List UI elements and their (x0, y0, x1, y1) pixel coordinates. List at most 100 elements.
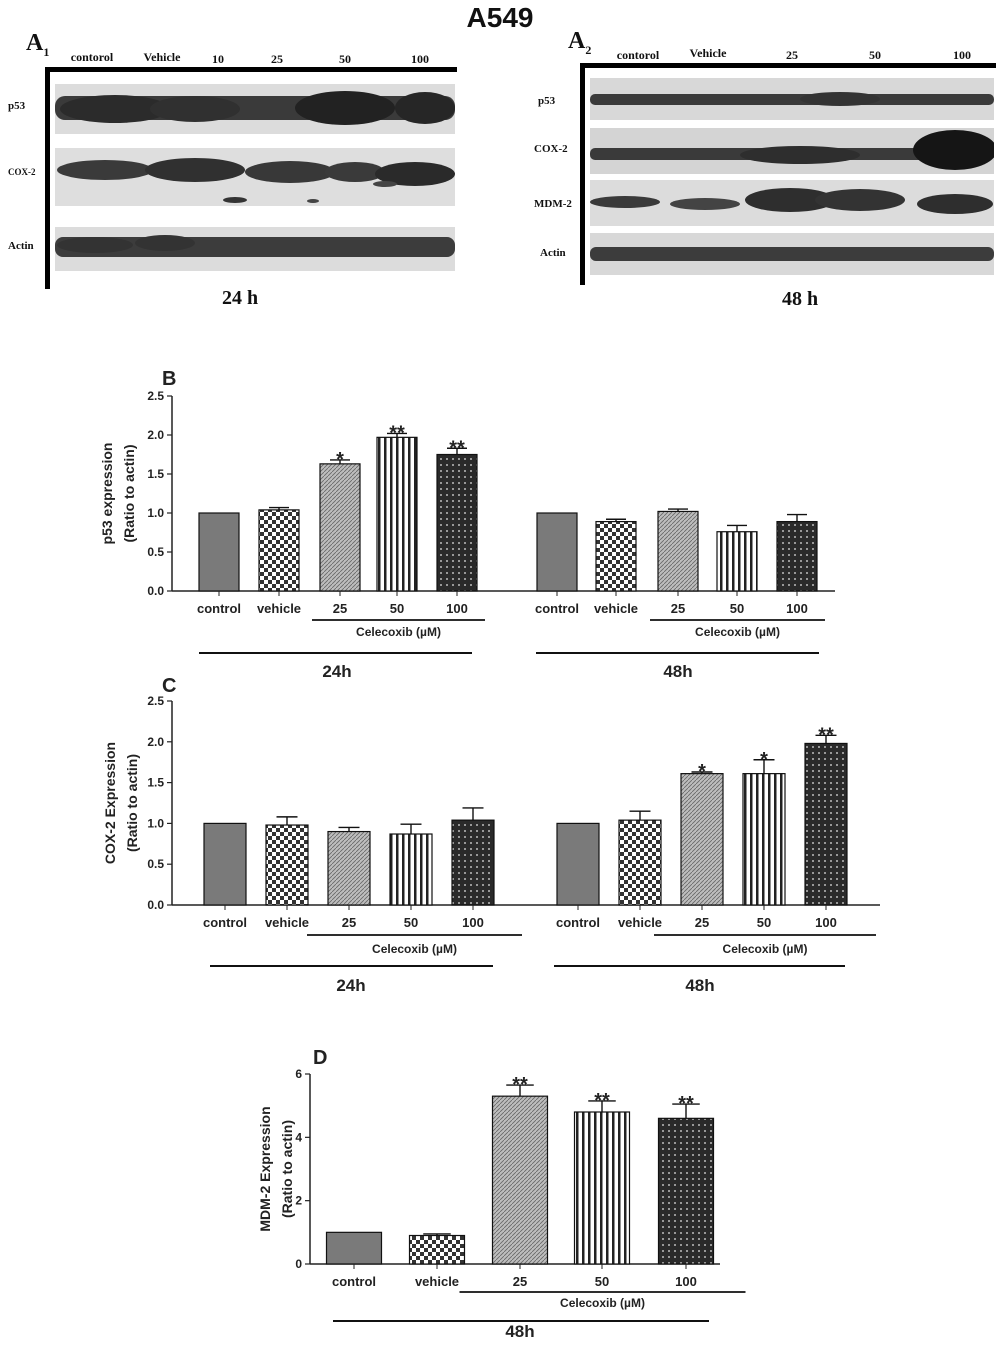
chart-y-tick-label: 0.5 (147, 857, 164, 871)
chart-significance-mark: * (336, 449, 344, 471)
chart-ylabel: COX-2 Expression (102, 742, 118, 864)
a2-lane-label: 100 (953, 48, 971, 62)
chart-category-label: 50 (757, 915, 771, 930)
chart-y-tick-label: 6 (295, 1067, 302, 1081)
chart-category-label: 25 (513, 1274, 527, 1289)
chart-category-label: control (203, 915, 247, 930)
chart-category-label: 25 (671, 601, 685, 616)
a2-row-label: MDM-2 (534, 198, 572, 210)
chart-significance-mark: ** (594, 1090, 610, 1112)
chart-bar (265, 824, 309, 906)
chart-significance-mark: ** (818, 724, 834, 746)
chart-category-label: 25 (695, 915, 709, 930)
chart-category-label: vehicle (257, 601, 301, 616)
a2-lane-label: 50 (869, 48, 881, 62)
chart-bar (408, 1234, 466, 1265)
chart-significance-mark: * (698, 761, 706, 783)
chart-group-label: 48h (663, 662, 692, 681)
chart-y-tick-label: 1.5 (147, 776, 164, 790)
chart-treatment-label: Celecoxib (µM) (695, 625, 780, 639)
chart-bar (319, 463, 361, 592)
a1-row-label: Actin (8, 240, 34, 252)
chart-category-label: 100 (815, 915, 837, 930)
panel-a2-subscript: 2 (585, 42, 592, 57)
chart-category-label: 50 (404, 915, 418, 930)
chart-bar (657, 510, 699, 592)
a1-lane-label: 50 (339, 52, 351, 66)
panel-a1-subscript: 1 (43, 44, 50, 59)
chart-y-tick-label: 4 (295, 1130, 302, 1144)
chart-bar (556, 822, 600, 906)
blot-a2-mdm2 (590, 180, 994, 226)
chart-panel-letter: D (313, 1047, 327, 1069)
chart-y-tick-label: 2.5 (147, 389, 164, 403)
chart-category-label: vehicle (594, 601, 638, 616)
chart-group-label: 48h (505, 1322, 534, 1341)
chart-y-tick-label: 0 (295, 1257, 302, 1271)
chart-bar (389, 833, 433, 906)
chart-bar (258, 509, 300, 592)
chart-group-label: 48h (685, 976, 714, 995)
chart-category-label: vehicle (618, 915, 662, 930)
chart-treatment-label: Celecoxib (µM) (560, 1296, 645, 1310)
chart-bar (451, 819, 495, 906)
chart-ylabel: p53 expression (99, 443, 115, 545)
chart-bar (716, 531, 758, 592)
chart-y-tick-label: 1.0 (147, 816, 164, 830)
chart-y-tick-label: 2 (295, 1194, 302, 1208)
a1-lane-label: 100 (411, 52, 429, 66)
chart-treatment-label: Celecoxib (µM) (356, 625, 441, 639)
a2-lane-label: 25 (786, 48, 798, 62)
chart-group-label: 24h (322, 662, 351, 681)
chart-bar (436, 453, 478, 592)
chart-bar (573, 1111, 631, 1265)
chart-ylabel: (Ratio to actin) (124, 754, 140, 852)
chart-y-tick-label: 2.5 (147, 694, 164, 708)
panel-a2-label: A2 (568, 28, 591, 58)
chart-bar (618, 819, 662, 906)
chart-significance-mark: ** (678, 1093, 694, 1115)
chart-category-label: vehicle (265, 915, 309, 930)
chart-category-label: 25 (342, 915, 356, 930)
chart-y-tick-label: 1.5 (147, 467, 164, 481)
chart-category-label: control (197, 601, 241, 616)
chart-y-tick-label: 0.5 (147, 545, 164, 559)
chart-y-tick-label: 2.0 (147, 735, 164, 749)
a2-row-label: p53 (538, 95, 556, 107)
blot-a2-actin (590, 233, 994, 275)
panel-a2-top-bar (580, 63, 996, 68)
chart-bar (327, 830, 371, 906)
chart-group-label: 24h (336, 976, 365, 995)
chart-category-label: 50 (595, 1274, 609, 1289)
chart-panel-letter: C (162, 675, 176, 697)
blot-a2-cox2 (590, 128, 994, 174)
chart-bar (595, 520, 637, 592)
chart-ylabel: MDM-2 Expression (257, 1106, 273, 1231)
a2-row-label: COX-2 (534, 143, 568, 155)
chart-category-label: control (556, 915, 600, 930)
chart-y-tick-label: 0.0 (147, 584, 164, 598)
chart-bar (680, 773, 724, 906)
chart-significance-mark: ** (512, 1074, 528, 1096)
chart-significance-mark: ** (389, 422, 405, 444)
chart-bar (776, 520, 818, 592)
chart-bar (325, 1231, 383, 1265)
chart-category-label: 100 (446, 601, 468, 616)
chart-ylabel: (Ratio to actin) (121, 445, 137, 543)
chart-category-label: 100 (675, 1274, 697, 1289)
chart-category-label: control (535, 601, 579, 616)
chart-significance-mark: ** (449, 437, 465, 459)
panel-a1-top-bar (45, 67, 457, 72)
blot-a2-p53 (590, 78, 994, 120)
panel-a1-side-bar (45, 67, 50, 289)
a1-lane-label: 10 (212, 52, 224, 66)
chart-bar (203, 822, 247, 906)
blot-a1-cox2 (55, 148, 455, 206)
a2-row-label: Actin (540, 247, 566, 259)
chart-y-tick-label: 2.0 (147, 428, 164, 442)
a1-row-label: p53 (8, 100, 26, 112)
chart-category-label: 50 (390, 601, 404, 616)
chart-category-label: 25 (333, 601, 347, 616)
chart-ylabel: (Ratio to actin) (279, 1120, 295, 1218)
